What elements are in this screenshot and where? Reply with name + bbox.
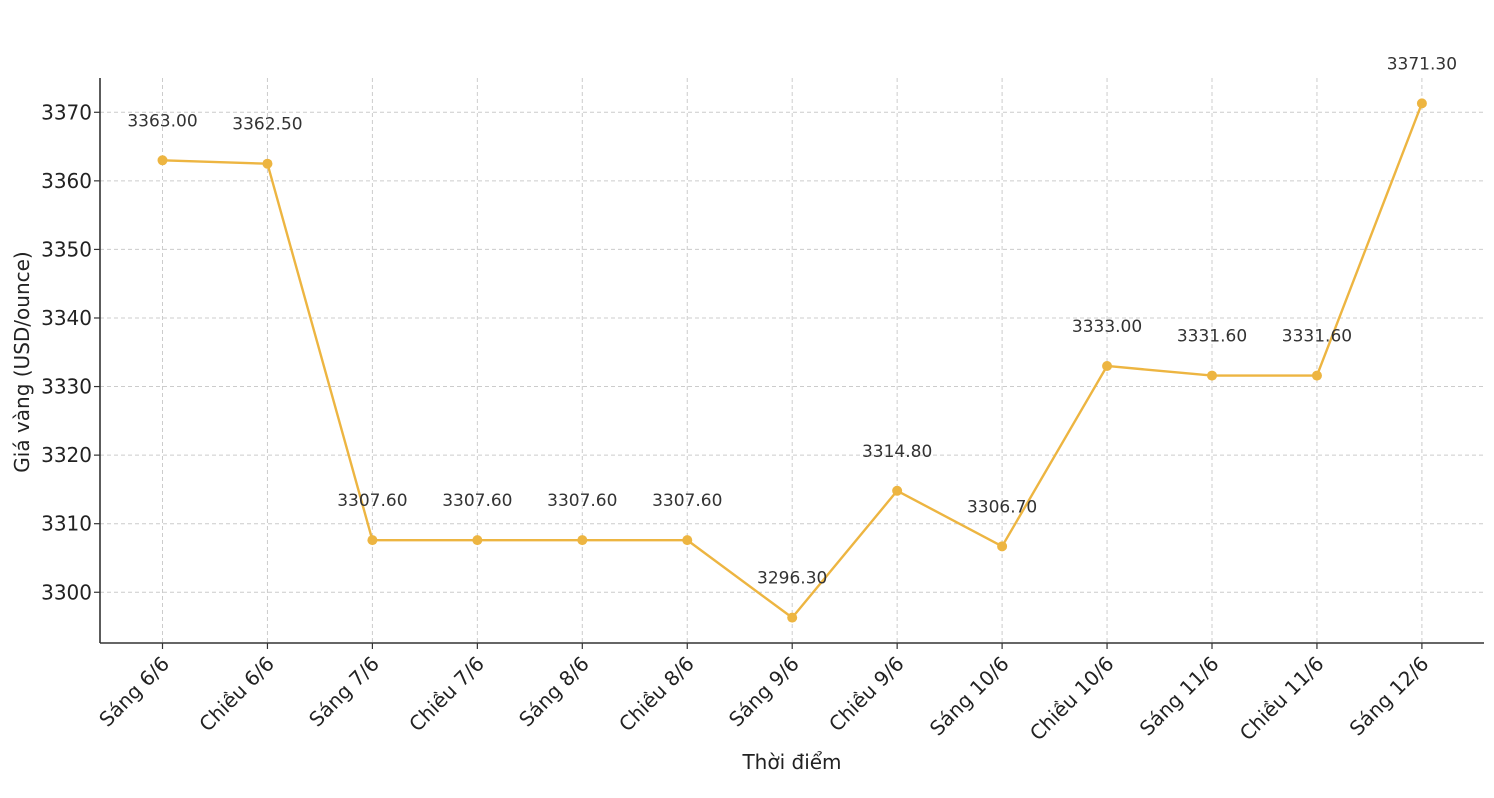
x-tick-label: Sáng 6/6: [94, 652, 174, 732]
x-tick-label: Sáng 8/6: [514, 652, 594, 732]
y-tick-label: 3370: [41, 100, 92, 124]
data-point: [682, 535, 693, 546]
data-label: 3307.60: [337, 491, 407, 511]
x-tick-label: Chiều 6/6: [194, 652, 279, 737]
y-tick-label: 3350: [41, 237, 92, 261]
data-point: [1102, 360, 1113, 371]
data-label: 3331.60: [1282, 327, 1352, 347]
x-tick-label: Chiều 9/6: [824, 652, 909, 737]
data-label: 3307.60: [547, 491, 617, 511]
x-tick-label: Chiều 7/6: [404, 652, 489, 737]
y-tick-label: 3320: [41, 443, 92, 467]
data-point: [997, 541, 1008, 552]
x-axis-ticks: Sáng 6/6 Chiều 6/6 Sáng 7/6 Chiều 7/6 Sáng 8…: [94, 643, 1433, 745]
y-tick-label: 3310: [41, 512, 92, 536]
data-point: [157, 155, 168, 166]
x-tick-label: Sáng 12/6: [1345, 652, 1434, 741]
y-axis-ticks: 3300 3310 3320 3330 3340 3350 3360 3370: [41, 100, 100, 604]
data-label: 3362.50: [232, 115, 302, 135]
data-label: 3296.30: [757, 569, 827, 589]
data-point: [367, 535, 378, 546]
x-tick-label: Sáng 10/6: [925, 652, 1014, 741]
x-tick-label: Sáng 9/6: [724, 652, 804, 732]
data-point: [577, 535, 588, 546]
y-tick-label: 3340: [41, 306, 92, 330]
x-axis-title: Thời điểm: [741, 750, 841, 774]
x-tick-label: Chiều 8/6: [614, 652, 699, 737]
data-point: [1207, 370, 1217, 381]
data-point: [787, 612, 798, 623]
data-label: 3306.70: [967, 497, 1037, 517]
data-labels: 3363.00 3362.50 3307.60 3307.60 3307.60 3307.…: [127, 54, 1457, 588]
data-label: 3371.30: [1387, 54, 1457, 74]
y-tick-label: 3330: [41, 375, 92, 399]
grid: [100, 78, 1484, 643]
y-tick-label: 3300: [41, 580, 92, 604]
y-tick-label: 3360: [41, 169, 92, 193]
data-label: 3307.60: [442, 491, 512, 511]
data-label: 3307.60: [652, 491, 722, 511]
data-label: 3333.00: [1072, 317, 1142, 337]
x-tick-label: Sáng 7/6: [304, 652, 384, 732]
y-axis-title: Giá vàng (USD/ounce): [10, 251, 34, 472]
data-point: [892, 485, 903, 496]
data-point: [262, 158, 273, 169]
data-label: 3314.80: [862, 442, 932, 462]
x-tick-label: Chiều 10/6: [1025, 652, 1119, 746]
data-label: 3331.60: [1177, 327, 1247, 347]
data-point: [472, 535, 483, 546]
data-point: [1416, 98, 1427, 109]
x-tick-label: Sáng 11/6: [1135, 652, 1224, 741]
data-label: 3363.00: [127, 111, 197, 131]
data-point: [1311, 370, 1322, 381]
series: [157, 98, 1427, 623]
x-tick-label: Chiều 11/6: [1235, 652, 1329, 746]
